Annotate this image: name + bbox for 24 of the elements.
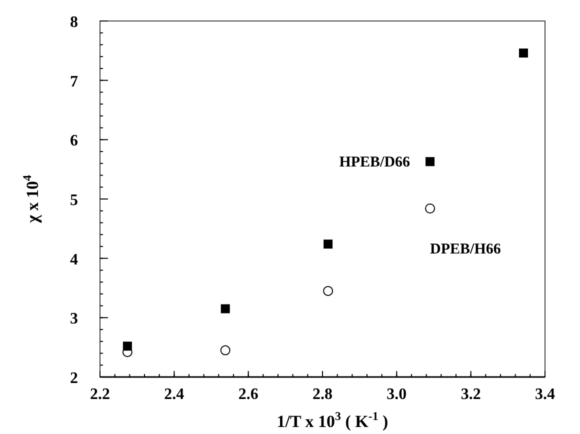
y-tick-label: 4 [70, 251, 78, 268]
series-label: DPEB/H66 [430, 241, 502, 258]
y-tick-label: 3 [70, 310, 78, 328]
y-tick-label: 5 [70, 192, 78, 209]
x-tick-label: 3.4 [535, 386, 555, 403]
series-label: HPEB/D66 [339, 154, 411, 171]
point [518, 48, 528, 58]
point [220, 304, 230, 314]
x-tick-label: 2.2 [90, 386, 110, 403]
x-tick-label: 2.8 [312, 386, 332, 403]
point [425, 203, 436, 214]
y-tick-label: 8 [70, 14, 78, 31]
point [323, 286, 334, 296]
y-tick-label: 6 [70, 132, 78, 150]
y-tick-label: 7 [70, 73, 78, 90]
point [324, 240, 333, 249]
y-tick-label: 2 [70, 370, 78, 387]
point [426, 157, 435, 166]
x-axis-title: 1/T x 10$^{3}$ ( K$^{-1}$ ) [276, 409, 388, 431]
x-tick-label: 3.0 [386, 386, 407, 403]
x-tick-label: 2.6 [238, 386, 258, 403]
point [220, 345, 230, 356]
x-tick-label: 3.2 [460, 386, 481, 403]
x-tick-label: 2.4 [164, 386, 184, 403]
